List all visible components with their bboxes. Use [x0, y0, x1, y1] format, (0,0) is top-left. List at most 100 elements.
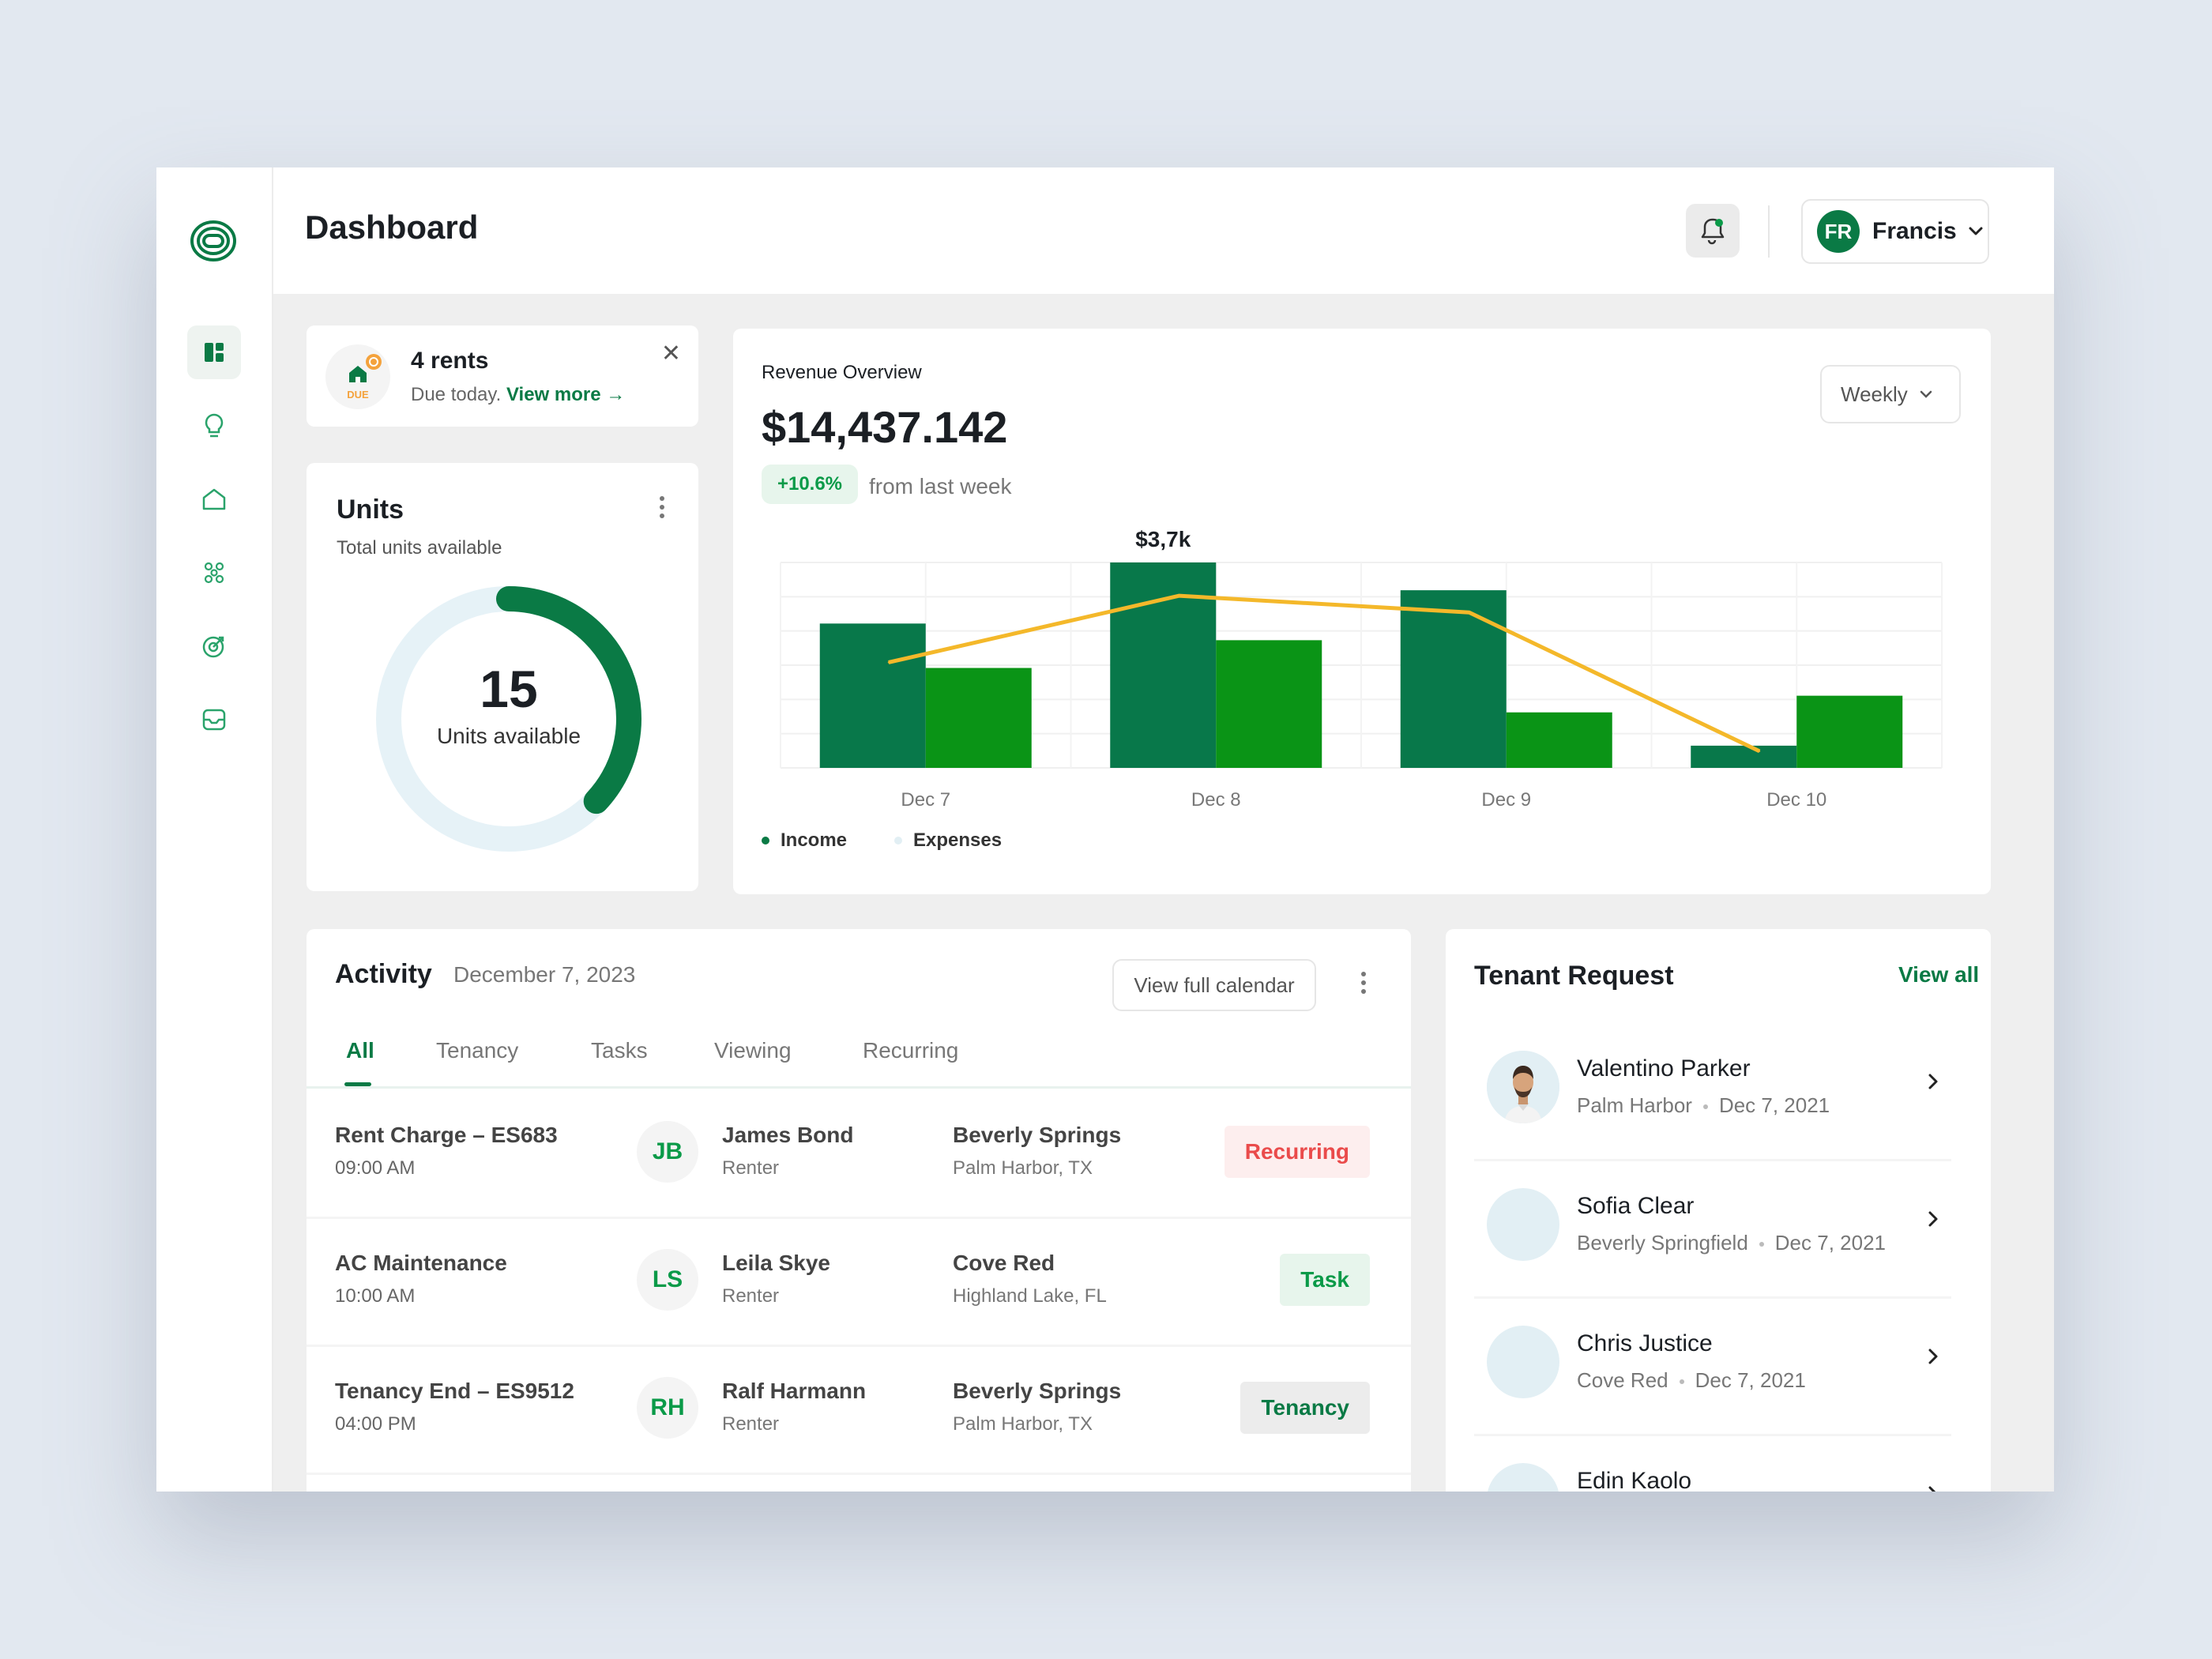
due-badge: DUE: [347, 389, 369, 401]
revenue-change-badge: +10.6%: [762, 465, 858, 504]
tenant-details: Cove Red Dec 7, 2021: [1577, 1368, 1806, 1393]
trend-point: [1468, 611, 1470, 614]
bell-icon: [1701, 218, 1725, 245]
nav-ideas[interactable]: [187, 399, 241, 453]
units-subtitle: Total units available: [337, 537, 502, 559]
avatar: [1487, 1051, 1559, 1123]
status-badge: Tenancy: [1240, 1382, 1370, 1434]
avatar: FR: [1817, 210, 1860, 253]
period-value: Weekly: [1841, 382, 1908, 406]
person-role: Renter: [722, 1413, 780, 1435]
period-select[interactable]: Weekly: [1820, 365, 1961, 423]
activity-title: Tenancy End – ES9512: [335, 1379, 574, 1403]
list-item[interactable]: Sofia Clear Beverly Springfield Dec 7, 20…: [1474, 1161, 1951, 1299]
divider: [1768, 205, 1770, 258]
chevron-right-icon: [1928, 1074, 1938, 1089]
property-location: Palm Harbor, TX: [953, 1157, 1093, 1179]
bar-income-dec-8: [1110, 562, 1217, 768]
user-name: Francis: [1872, 218, 1957, 244]
lightbulb-icon: [205, 413, 224, 438]
tenant-name: Sofia Clear: [1577, 1193, 1695, 1219]
tenant-name: Edin Kaolo: [1577, 1468, 1692, 1492]
trend-line: [888, 593, 1761, 754]
rents-due-card: DUE 4 rents Due today. View more → ✕: [307, 325, 698, 427]
table-row[interactable]: Rent Charge – ES683 09:00 AM JB James Bo…: [307, 1091, 1411, 1219]
bar-income-dec-10: [1691, 745, 1797, 768]
revenue-chart: Dec 7 Dec 8 $3,7k Dec 9 Dec 10: [780, 529, 1943, 811]
table-row[interactable]: AC Maintenance 10:00 AM LS Leila Skye Re…: [307, 1219, 1411, 1347]
notifications-button[interactable]: [1686, 204, 1740, 258]
list-item[interactable]: Edin Kaolo: [1474, 1436, 1951, 1492]
dashboard-icon: [205, 343, 224, 362]
chevron-right-icon: [1928, 1486, 1936, 1492]
tenant-name: Chris Justice: [1577, 1330, 1713, 1356]
home-icon: [202, 488, 226, 510]
chevron-right-icon: [1928, 1349, 1938, 1364]
activity-time: 04:00 PM: [335, 1413, 416, 1435]
revenue-title: Revenue Overview: [762, 362, 922, 383]
avatar: [1487, 1463, 1559, 1492]
activity-date: December 7, 2023: [453, 962, 636, 987]
person-name: Leila Skye: [722, 1251, 830, 1275]
view-calendar-button[interactable]: View full calendar: [1112, 959, 1316, 1011]
avatar: JB: [637, 1121, 698, 1183]
bar-expenses-dec-7: [925, 668, 1032, 768]
revenue-compare-text: from last week: [869, 474, 1012, 498]
close-icon[interactable]: ✕: [660, 340, 681, 367]
property-name: Beverly Springs: [953, 1123, 1122, 1147]
tab-tenancy[interactable]: Tenancy: [436, 1038, 519, 1063]
data-label: $3,7k: [1135, 529, 1191, 551]
nav-inbox[interactable]: [187, 693, 241, 747]
page-title: Dashboard: [305, 209, 479, 246]
activity-time: 09:00 AM: [335, 1157, 416, 1179]
tenant-request-card: Tenant Request View all Valentino Parker…: [1446, 929, 1991, 1492]
tab-all[interactable]: All: [346, 1038, 374, 1063]
units-value: 15: [480, 660, 538, 718]
rents-subtitle: Due today. View more →: [411, 384, 625, 406]
activity-title: Rent Charge – ES683: [335, 1123, 558, 1147]
nav-dashboard[interactable]: [187, 325, 241, 379]
activity-menu-icon[interactable]: [1361, 972, 1366, 994]
tenant-place: Beverly Springfield: [1577, 1231, 1748, 1255]
top-bar: Dashboard FR Francis: [273, 167, 2054, 294]
activity-tabs: All Tenancy Tasks Viewing Recurring: [307, 1038, 1411, 1089]
units-title: Units: [337, 495, 404, 525]
activity-card: Activity December 7, 2023 View full cale…: [307, 929, 1411, 1492]
nav-network[interactable]: [187, 546, 241, 600]
nav-goals[interactable]: [187, 619, 241, 673]
tenant-request-title: Tenant Request: [1474, 961, 1674, 991]
units-donut: [376, 586, 641, 852]
property-name: Beverly Springs: [953, 1379, 1122, 1403]
bar-income-dec-7: [819, 623, 926, 768]
view-more-link[interactable]: View more →: [506, 384, 626, 405]
trend-point: [1178, 595, 1180, 597]
trend-point: [1759, 750, 1761, 752]
status-badge: Recurring: [1224, 1126, 1370, 1178]
chevron-down-icon: [1920, 390, 1932, 398]
tenant-place: Cove Red: [1577, 1368, 1668, 1392]
units-menu-icon[interactable]: [660, 496, 664, 518]
network-icon: [204, 562, 224, 584]
tab-recurring[interactable]: Recurring: [863, 1038, 959, 1063]
property-location: Highland Lake, FL: [953, 1285, 1107, 1307]
user-menu[interactable]: FR Francis: [1801, 199, 1989, 264]
tab-viewing[interactable]: Viewing: [714, 1038, 792, 1063]
table-row[interactable]: Tenancy End – ES9512 04:00 PM RH Ralf Ha…: [307, 1347, 1411, 1475]
person-role: Renter: [722, 1157, 780, 1179]
target-icon: [202, 636, 224, 658]
view-all-link[interactable]: View all: [1898, 962, 1980, 987]
legend-income: Income: [762, 830, 847, 852]
rents-title: 4 rents: [411, 348, 489, 374]
tenant-details: Beverly Springfield Dec 7, 2021: [1577, 1231, 1886, 1255]
avatar: LS: [637, 1249, 698, 1311]
property-name: Cove Red: [953, 1251, 1055, 1275]
nav-properties[interactable]: [187, 472, 241, 526]
tab-tasks[interactable]: Tasks: [591, 1038, 648, 1063]
list-item[interactable]: Chris Justice Cove Red Dec 7, 2021: [1474, 1299, 1951, 1436]
activity-time: 10:00 AM: [335, 1285, 416, 1307]
list-item[interactable]: Valentino Parker Palm Harbor Dec 7, 2021: [1474, 1024, 1951, 1161]
inbox-icon: [202, 709, 226, 731]
activity-title: AC Maintenance: [335, 1251, 507, 1275]
x-tick-label: Dec 10: [1766, 789, 1826, 811]
bar-income-dec-9: [1400, 590, 1507, 768]
